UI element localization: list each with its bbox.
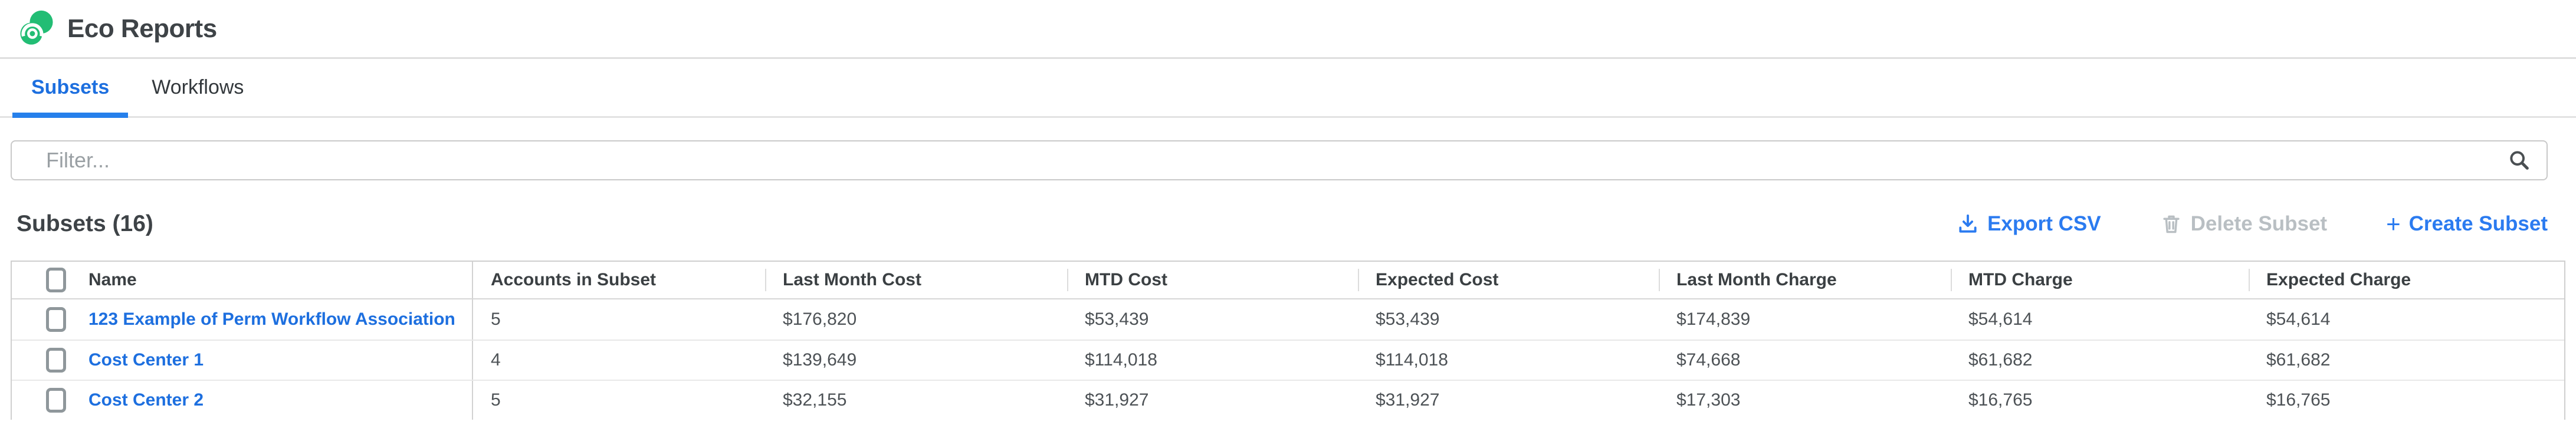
mtd-charge-cell: $61,682 — [1968, 350, 2033, 370]
mtd-charge-cell: $54,614 — [1968, 309, 2033, 329]
name-cell: 123 Example of Perm Workflow Association — [12, 299, 473, 340]
expected-charge-cell: $61,682 — [2266, 350, 2331, 370]
last-month-cost-cell: $139,649 — [783, 350, 857, 370]
tab-bar: Subsets Workflows — [0, 59, 2576, 118]
expected-charge-cell: $54,614 — [2266, 309, 2331, 329]
eco-reports-logo-icon — [20, 10, 53, 45]
select-all-checkbox[interactable] — [46, 268, 66, 292]
subset-name-link[interactable]: Cost Center 2 — [88, 390, 204, 410]
trash-icon — [2163, 215, 2180, 233]
table-header-row: Name Accounts in Subset Last Month Cost … — [12, 262, 2564, 299]
last-month-charge-cell: $17,303 — [1676, 390, 1741, 410]
subset-name-link[interactable]: Cost Center 1 — [88, 350, 204, 370]
row-checkbox[interactable] — [46, 307, 66, 332]
tab-workflows[interactable]: Workflows — [152, 76, 244, 98]
last-month-cost-cell: $32,155 — [783, 390, 847, 410]
row-checkbox[interactable] — [46, 348, 66, 373]
mtd-cost-cell: $114,018 — [1085, 350, 1157, 370]
expected-cost-cell: $114,018 — [1376, 350, 1448, 370]
plus-icon: + — [2386, 210, 2401, 238]
expected-cost-cell: $53,439 — [1376, 309, 1440, 329]
accounts-cell: 4 — [491, 350, 501, 370]
section-row: Subsets (16) Export CSV Delete Subset + … — [17, 211, 2548, 237]
header-cell-name: Name — [12, 262, 473, 298]
header-cell-accounts: Accounts in Subset — [491, 270, 657, 289]
export-csv-label: Export CSV — [1987, 212, 2101, 235]
row-checkbox[interactable] — [46, 388, 66, 413]
header-cell-last-month-charge: Last Month Charge — [1659, 262, 1951, 298]
create-subset-button[interactable]: + Create Subset — [2386, 212, 2548, 236]
page-title: Eco Reports — [67, 14, 217, 43]
mtd-cost-cell: $31,927 — [1085, 390, 1149, 410]
expected-cost-cell: $31,927 — [1376, 390, 1440, 410]
delete-subset-button[interactable]: Delete Subset — [2160, 212, 2327, 236]
name-cell: Cost Center 1 — [12, 341, 473, 380]
header-cell-expected-cost: Expected Cost — [1358, 262, 1659, 298]
header-cell-last-month-cost: Last Month Cost — [765, 262, 1067, 298]
export-csv-button[interactable]: Export CSV — [1957, 212, 2101, 236]
header-cell-expected-charge: Expected Charge — [2249, 262, 2564, 298]
expected-charge-cell: $16,765 — [2266, 390, 2331, 410]
last-month-cost-cell: $176,820 — [783, 309, 857, 329]
mtd-charge-cell: $16,765 — [1968, 390, 2033, 410]
accounts-cell: 5 — [491, 390, 501, 410]
column-header-name: Name — [88, 270, 137, 289]
download-icon — [1959, 214, 1977, 233]
accounts-cell: 5 — [491, 309, 501, 329]
header-cell-mtd-cost: MTD Cost — [1067, 262, 1358, 298]
filter-row — [11, 140, 2548, 180]
section-title: Subsets (16) — [17, 211, 153, 236]
filter-input[interactable] — [11, 140, 2548, 180]
delete-subset-label: Delete Subset — [2190, 212, 2328, 235]
table-row: Cost Center 1 4 $139,649 $114,018 $114,0… — [12, 340, 2564, 380]
last-month-charge-cell: $74,668 — [1676, 350, 1741, 370]
actions-toolbar: Export CSV Delete Subset + Create Subset — [1957, 212, 2548, 236]
table-row: 123 Example of Perm Workflow Association… — [12, 299, 2564, 340]
subsets-table: Name Accounts in Subset Last Month Cost … — [11, 261, 2565, 420]
name-cell: Cost Center 2 — [12, 381, 473, 420]
header-cell-mtd-charge: MTD Charge — [1951, 262, 2249, 298]
app-header: Eco Reports — [0, 0, 2576, 59]
create-subset-label: Create Subset — [2408, 212, 2548, 235]
search-icon — [2510, 151, 2529, 170]
subset-name-link[interactable]: 123 Example of Perm Workflow Association — [88, 309, 455, 329]
table-row: Cost Center 2 5 $32,155 $31,927 $31,927 … — [12, 380, 2564, 420]
mtd-cost-cell: $53,439 — [1085, 309, 1149, 329]
tab-subsets[interactable]: Subsets — [12, 59, 129, 118]
last-month-charge-cell: $174,839 — [1676, 309, 1751, 329]
